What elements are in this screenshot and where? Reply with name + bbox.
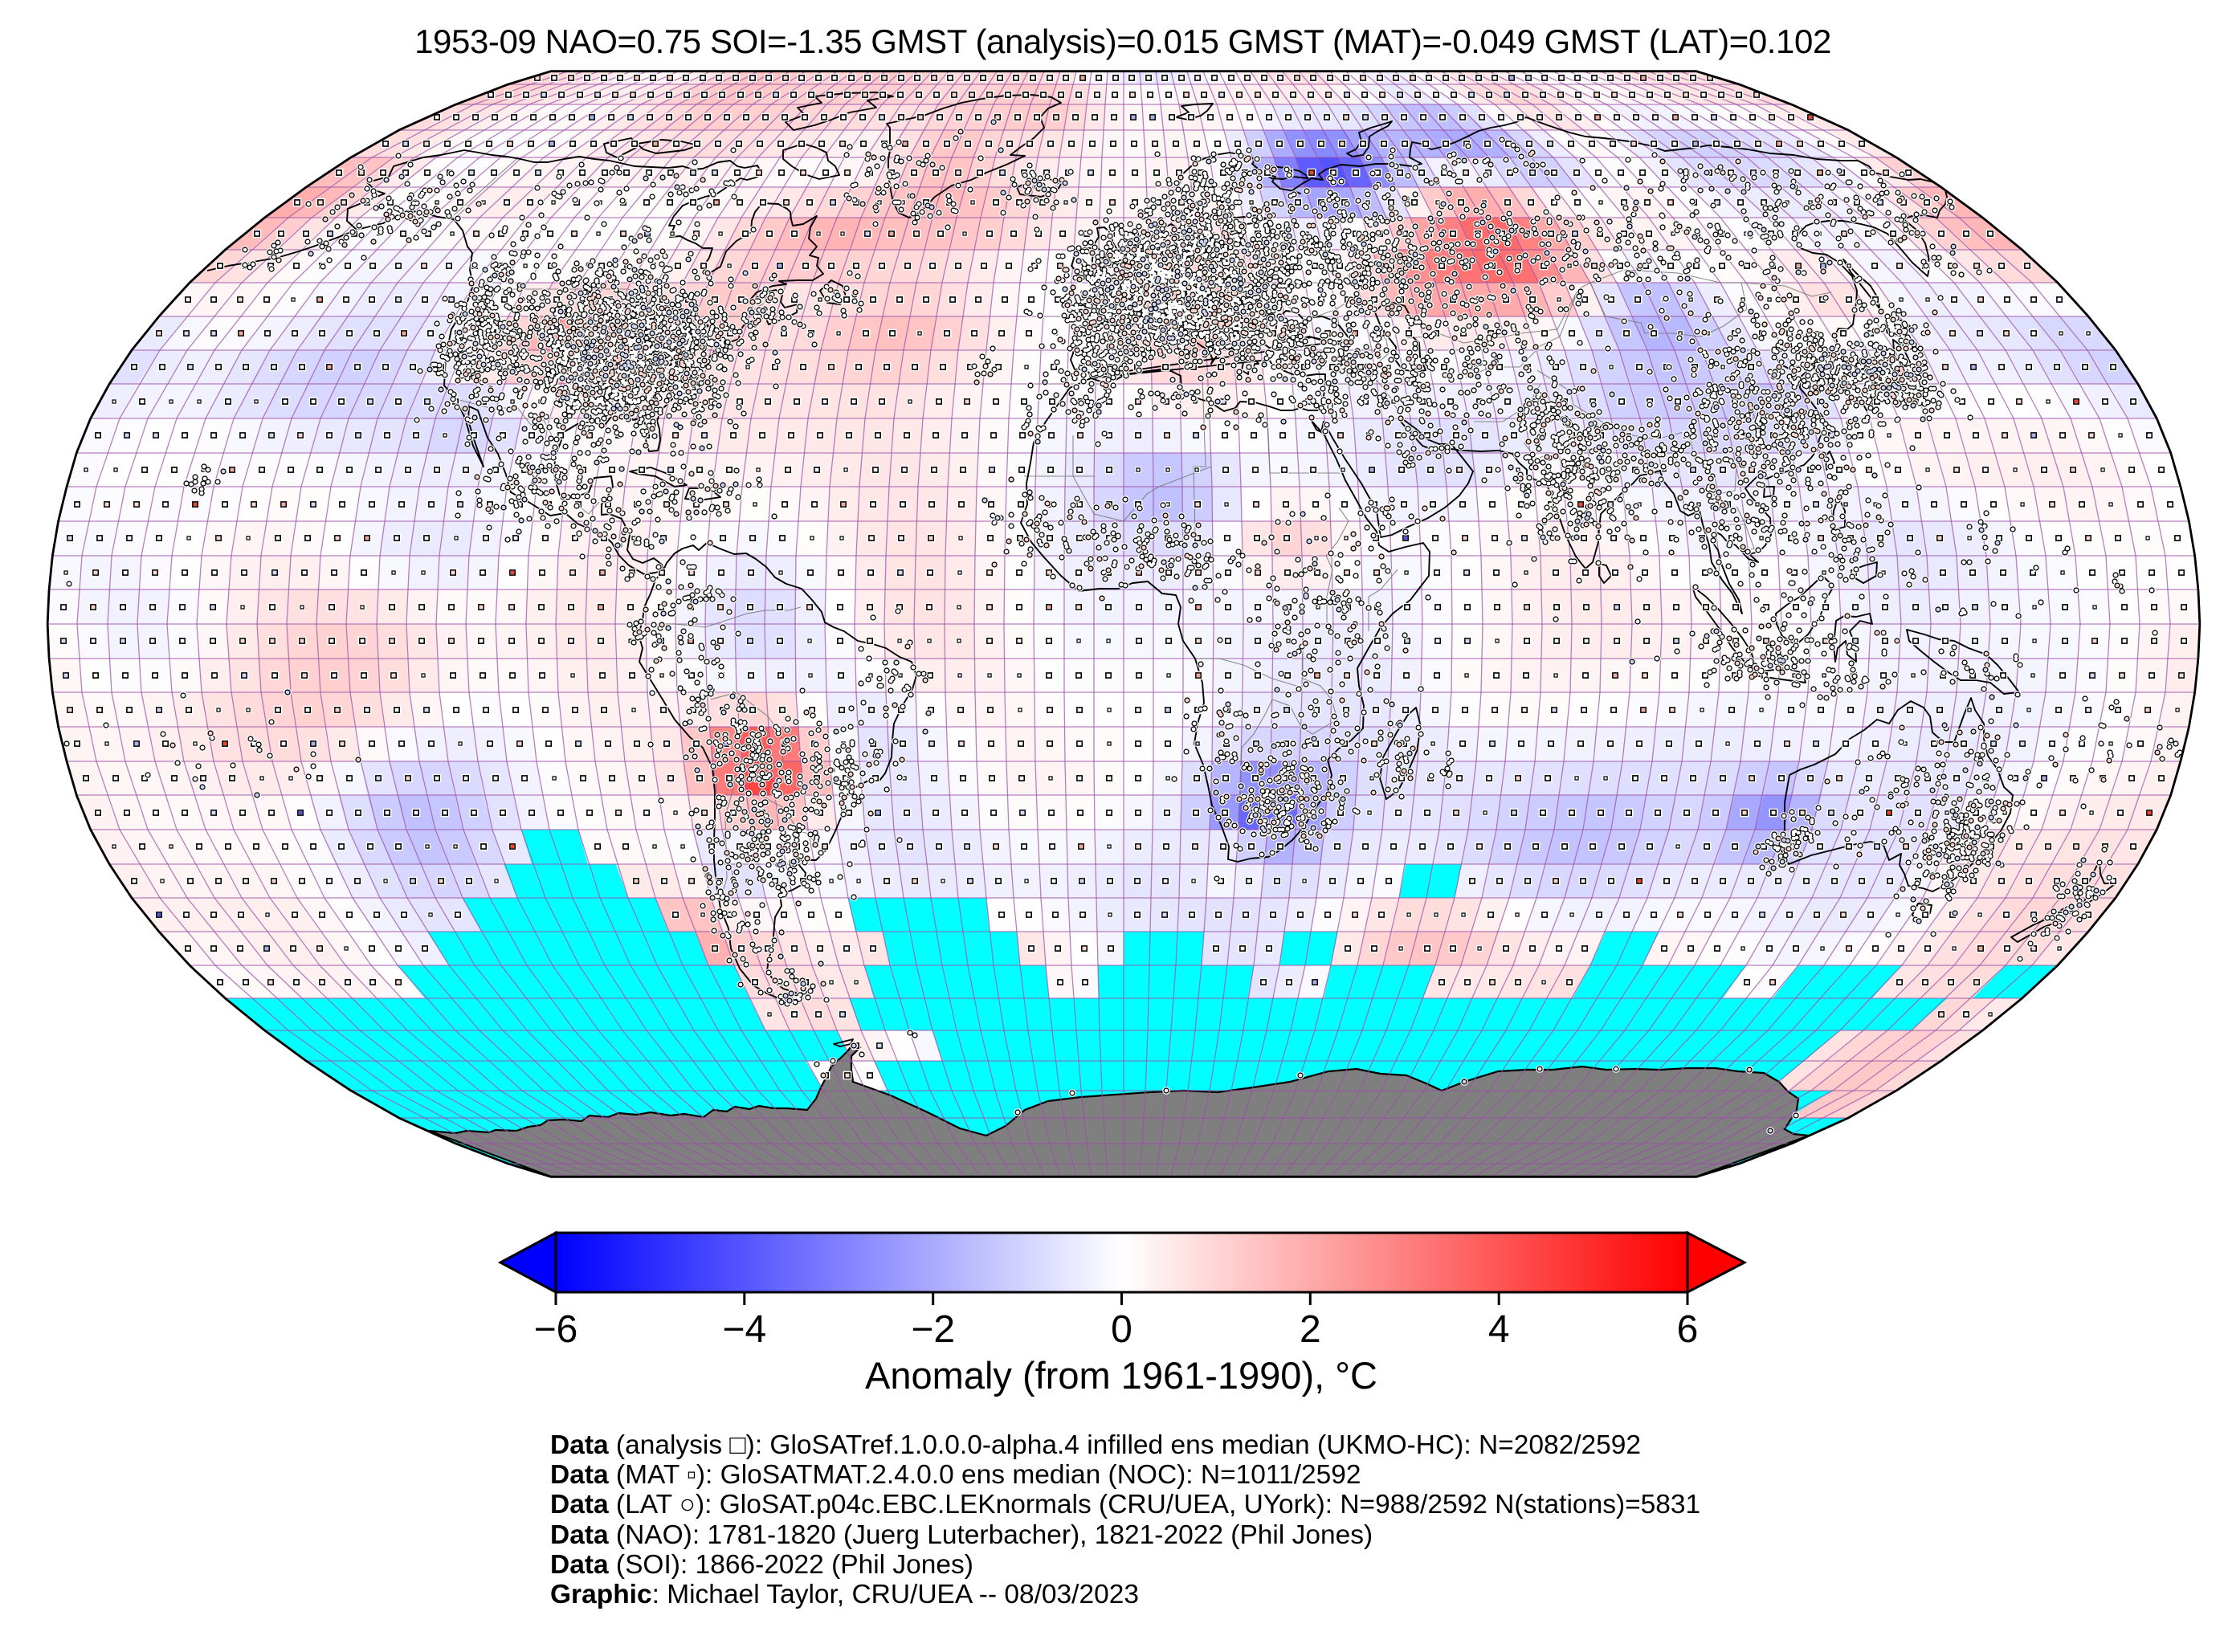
svg-text:−6: −6 <box>534 1308 578 1351</box>
svg-text:Data (analysis □): GloSATref.1: Data (analysis □): GloSATref.1.0.0.0-alp… <box>550 1430 1641 1460</box>
svg-text:Data (MAT ▫): GloSATMAT.2.4.0.: Data (MAT ▫): GloSATMAT.2.4.0.0 ens medi… <box>550 1460 1361 1490</box>
svg-text:Graphic: Michael Taylor, CRU/U: Graphic: Michael Taylor, CRU/UEA -- 08/0… <box>550 1580 1139 1609</box>
svg-text:1953-09 NAO=0.75 SOI=-1.35 GMS: 1953-09 NAO=0.75 SOI=-1.35 GMST (analysi… <box>414 22 1831 60</box>
svg-text:Anomaly (from 1961-1990), °C: Anomaly (from 1961-1990), °C <box>865 1354 1377 1397</box>
svg-text:0: 0 <box>1111 1308 1132 1351</box>
svg-text:6: 6 <box>1677 1308 1699 1351</box>
svg-text:2: 2 <box>1300 1308 1321 1351</box>
svg-text:4: 4 <box>1488 1308 1510 1351</box>
svg-text:−4: −4 <box>722 1308 766 1351</box>
svg-text:Data (SOI): 1866-2022 (Phil Jo: Data (SOI): 1866-2022 (Phil Jones) <box>550 1550 973 1580</box>
svg-text:Data (NAO): 1781-1820 (Juerg L: Data (NAO): 1781-1820 (Juerg Luterbacher… <box>550 1520 1373 1550</box>
svg-text:−2: −2 <box>911 1308 955 1351</box>
svg-text:Data (LAT ○): GloSAT.p04c.EBC.: Data (LAT ○): GloSAT.p04c.EBC.LEKnormals… <box>550 1490 1700 1519</box>
